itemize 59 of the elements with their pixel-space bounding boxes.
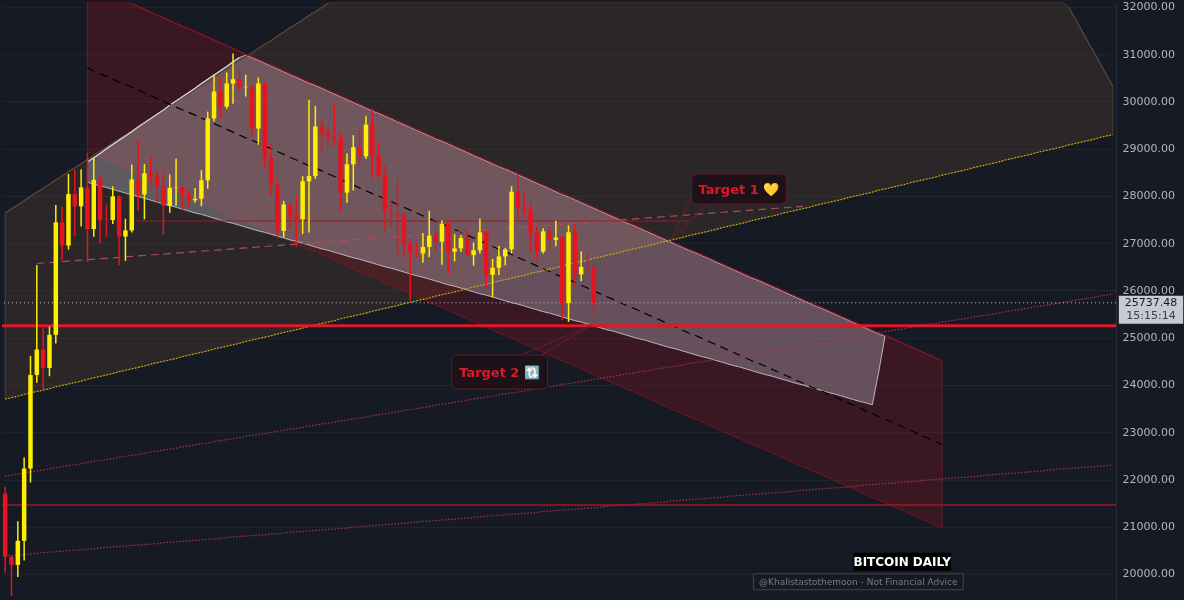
candlestick <box>167 174 172 213</box>
y-tick-label: 23000.00 <box>1122 425 1175 439</box>
annotation: Target 2 🔃 <box>459 364 540 380</box>
candlestick <box>547 226 552 248</box>
y-tick-label: 31000.00 <box>1122 47 1175 61</box>
candlestick <box>135 139 141 211</box>
candlestick <box>199 170 204 207</box>
candlestick <box>294 195 299 247</box>
line-series <box>131 3 943 362</box>
candlestick <box>427 210 432 258</box>
candlestick <box>142 164 147 220</box>
candlestick <box>540 228 546 254</box>
y-tick-label: 28000.00 <box>1122 189 1175 203</box>
candlestick <box>528 203 533 252</box>
candlestick <box>471 242 476 266</box>
candlestick <box>585 252 590 279</box>
candlestick <box>148 156 153 185</box>
candlestick <box>173 158 179 206</box>
text: BITCOIN DAILY <box>853 554 952 569</box>
candlestick <box>376 141 381 178</box>
candlestick <box>357 130 362 166</box>
candlestick <box>433 229 438 252</box>
candlestick <box>490 258 495 298</box>
y-tick-label: 32000.00 <box>1122 0 1175 14</box>
line-series <box>86 56 240 163</box>
text: 15:15:14 <box>1126 308 1176 322</box>
candlestick <box>9 555 14 596</box>
y-tick-label: 20000.00 <box>1122 567 1175 581</box>
candlestick <box>218 78 223 118</box>
candlestick <box>224 72 229 109</box>
candlestick <box>332 103 337 146</box>
candlestick <box>287 203 293 229</box>
y-tick-label: 30000.00 <box>1122 94 1175 108</box>
annotation: Target 1 💛 <box>698 182 781 198</box>
candlestick <box>230 53 236 104</box>
line-series <box>36 205 804 265</box>
y-tick-label: 21000.00 <box>1122 520 1175 534</box>
y-tick-label: 22000.00 <box>1122 472 1175 486</box>
y-tick-label: 25000.00 <box>1122 331 1175 345</box>
candlestick <box>420 232 426 263</box>
y-tick-label: 27000.00 <box>1122 236 1175 250</box>
y-tick-label: 26000.00 <box>1122 283 1175 297</box>
candlestick <box>161 171 166 235</box>
candlestick <box>123 218 128 261</box>
ref-line-label: 25737.48 <box>1124 295 1178 309</box>
candlestick <box>395 179 400 255</box>
candlestick <box>180 186 185 211</box>
annotation: @Khalistastothemoon - Not Financial Advice <box>759 576 958 587</box>
candlestick <box>452 233 457 262</box>
line-series <box>86 67 943 446</box>
candlestick <box>59 206 65 261</box>
y-tick-label: 24000.00 <box>1122 378 1175 392</box>
candlestick <box>110 186 116 225</box>
candlestick <box>408 239 413 301</box>
candlestick <box>351 135 356 191</box>
candlestick <box>496 245 502 276</box>
candlestick <box>319 119 324 155</box>
line-series <box>4 133 1114 400</box>
y-tick-label: 29000.00 <box>1122 142 1175 156</box>
